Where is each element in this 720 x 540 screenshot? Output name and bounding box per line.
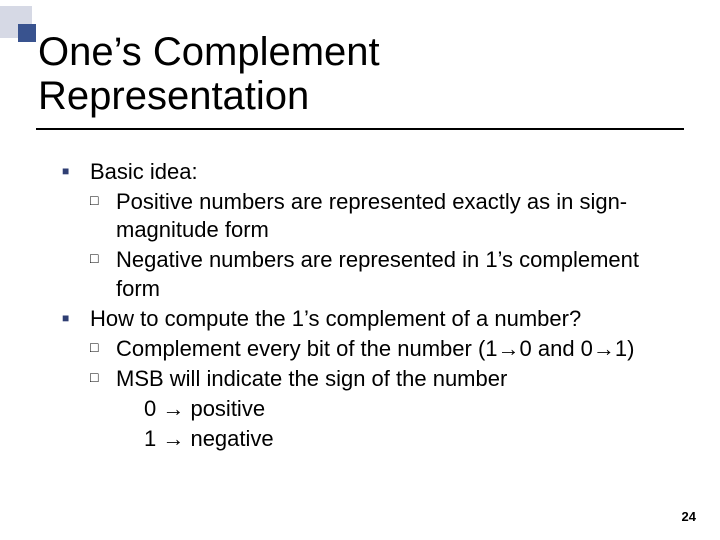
slide-title: One’s Complement Representation	[38, 30, 380, 118]
bullet-text: Complement every bit of the number (1→0 …	[116, 335, 682, 363]
bullet-text: How to compute the 1’s complement of a n…	[90, 305, 682, 333]
slide-body: ■ Basic idea: □ Positive numbers are rep…	[62, 158, 682, 456]
bullet-l2: □ Negative numbers are represented in 1’…	[90, 246, 682, 302]
bullet-text: Basic idea:	[90, 158, 682, 186]
bullet-hollow-square-icon: □	[90, 246, 116, 302]
bullet-text: MSB will indicate the sign of the number	[116, 365, 682, 393]
page-number: 24	[682, 509, 696, 524]
bullet-hollow-square-icon: □	[90, 365, 116, 393]
bullet-l2: □ Complement every bit of the number (1→…	[90, 335, 682, 363]
title-underline	[36, 128, 684, 130]
bullet-l1: ■ How to compute the 1’s complement of a…	[62, 305, 682, 333]
title-line-2: Representation	[38, 74, 380, 118]
bullet-square-icon: ■	[62, 305, 90, 333]
bullet-l1: ■ Basic idea:	[62, 158, 682, 186]
bullet-hollow-square-icon: □	[90, 335, 116, 363]
bullet-square-icon: ■	[62, 158, 90, 186]
bullet-l2: □ MSB will indicate the sign of the numb…	[90, 365, 682, 393]
title-line-1: One’s Complement	[38, 30, 380, 74]
deco-square-inner	[18, 24, 36, 42]
bullet-text: Positive numbers are represented exactly…	[116, 188, 682, 244]
bullet-l2: □ Positive numbers are represented exact…	[90, 188, 682, 244]
slide: One’s Complement Representation ■ Basic …	[0, 0, 720, 540]
bullet-l3: 0 → positive	[144, 395, 682, 423]
bullet-text: Negative numbers are represented in 1’s …	[116, 246, 682, 302]
bullet-l3: 1 → negative	[144, 425, 682, 453]
bullet-hollow-square-icon: □	[90, 188, 116, 244]
